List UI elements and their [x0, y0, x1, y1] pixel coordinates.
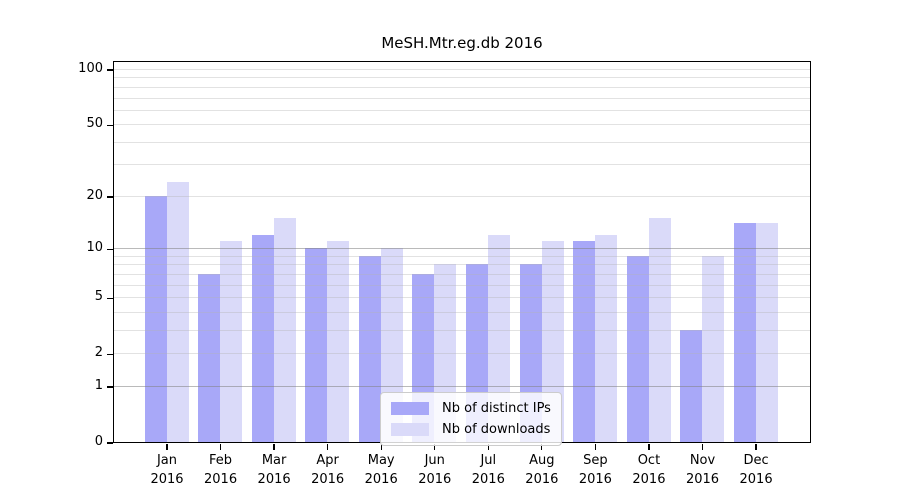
legend-label: Nb of downloads: [442, 422, 551, 437]
x-axis-tick: [594, 444, 597, 450]
x-axis-tick: [219, 444, 222, 450]
bar-distinct-ips: [144, 195, 167, 442]
y-tick-label: 2: [94, 345, 103, 361]
x-tick-label: Mar 2016: [257, 453, 291, 487]
x-axis-tick: [166, 444, 168, 450]
bar-distinct-ips: [626, 255, 649, 442]
x-tick-label: Apr 2016: [311, 453, 345, 487]
x-tick-label: Aug 2016: [525, 453, 559, 487]
bar-downloads: [595, 234, 618, 442]
y-tick-label: 1: [94, 377, 103, 393]
bar-downloads: [327, 241, 350, 442]
bar-distinct-ips: [251, 234, 274, 442]
x-tick-label: Jan 2016: [150, 453, 184, 487]
y-tick-label: 5: [94, 289, 103, 305]
x-axis-tick: [327, 444, 329, 450]
x-tick-label: Nov 2016: [685, 453, 720, 487]
legend-row: Nb of distinct IPs: [391, 398, 551, 419]
bar-downloads: [541, 241, 564, 442]
x-tick-label: Sep 2016: [578, 453, 612, 487]
bar-downloads: [702, 255, 725, 442]
legend-swatch-distinct-ips: [391, 402, 429, 415]
legend-row: Nb of downloads: [391, 419, 551, 440]
legend: Nb of distinct IPs Nb of downloads: [380, 392, 562, 446]
y-tick-label: 20: [86, 187, 103, 203]
x-tick-label: Jun 2016: [418, 453, 452, 487]
y-tick-label: 0: [94, 434, 103, 449]
y-tick-label: 10: [86, 240, 103, 256]
x-axis-tick: [648, 444, 650, 450]
bar-distinct-ips: [680, 329, 703, 442]
y-tick-label: 50: [86, 116, 103, 132]
bar-downloads: [488, 234, 510, 442]
x-axis-tick: [273, 444, 275, 450]
bar-downloads: [220, 241, 243, 442]
bar-distinct-ips: [198, 273, 221, 442]
x-axis-tick: [755, 444, 757, 450]
bar-distinct-ips: [305, 248, 328, 442]
bar-downloads: [755, 223, 778, 442]
bar-distinct-ips: [573, 241, 596, 442]
x-tick-label: Oct 2016: [632, 453, 666, 487]
bar-distinct-ips: [733, 223, 756, 442]
bar-downloads: [166, 181, 189, 442]
legend-swatch-downloads: [391, 423, 429, 436]
x-tick-label: Jul 2016: [471, 453, 505, 487]
bar-downloads: [273, 217, 296, 442]
legend-rows: Nb of distinct IPs Nb of downloads: [391, 398, 551, 440]
chart-title: MeSH.Mtr.eg.db 2016: [381, 34, 543, 52]
y-tick-label: 100: [78, 61, 103, 76]
x-tick-label: Dec 2016: [739, 453, 773, 487]
legend-label: Nb of distinct IPs: [442, 401, 551, 416]
x-tick-label: Feb 2016: [204, 453, 238, 487]
x-tick-label: May 2016: [364, 453, 398, 487]
bar-distinct-ips: [358, 255, 381, 442]
bars-layer: [114, 62, 810, 442]
x-axis-tick: [701, 444, 704, 450]
plot-area: [113, 61, 811, 443]
bar-downloads: [648, 217, 671, 442]
